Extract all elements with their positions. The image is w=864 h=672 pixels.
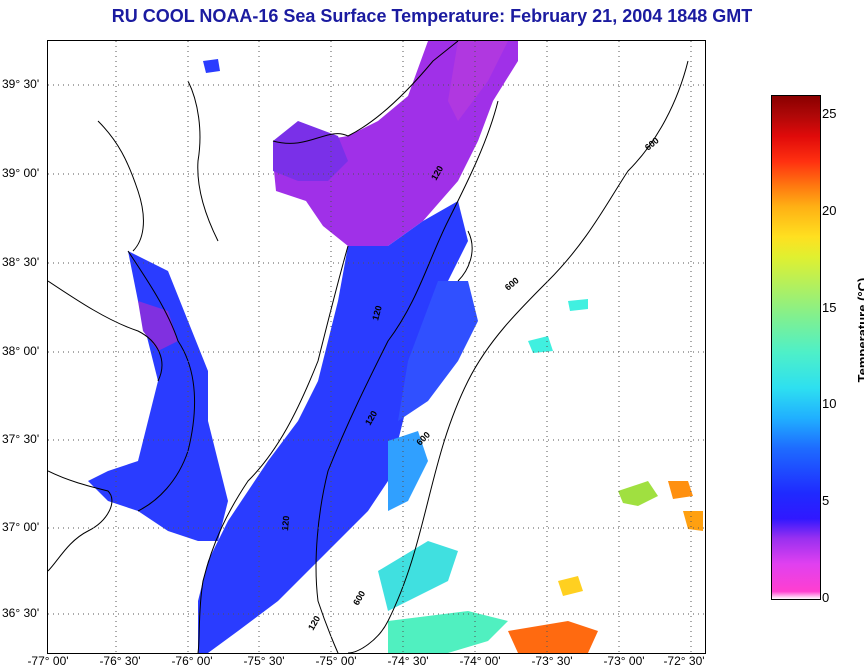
lat-label-39-00: 39° 00' bbox=[2, 166, 40, 180]
lat-label-36-30: 36° 30' bbox=[2, 606, 40, 620]
colorbar-tick-5: 5 bbox=[822, 493, 830, 508]
lon-label-75-30: -75° 30' bbox=[243, 654, 285, 668]
lon-label-77-00: -77° 00' bbox=[27, 654, 69, 668]
isobath-label-600-d: 600 bbox=[351, 589, 367, 607]
sst-field bbox=[88, 41, 703, 653]
graticule bbox=[48, 41, 705, 653]
lon-label-74-30: -74° 30' bbox=[387, 654, 429, 668]
lon-label-74-00: -74° 00' bbox=[459, 654, 501, 668]
temperature-colorbar bbox=[771, 95, 821, 600]
colorbar-label: Temperature (°C) bbox=[855, 277, 864, 383]
lon-label-72-30: -72° 30' bbox=[663, 654, 705, 668]
sst-map-svg: 120 600 600 120 600 120 120 600 120 bbox=[48, 41, 705, 653]
sst-map: 120 600 600 120 600 120 120 600 120 bbox=[47, 40, 706, 654]
lon-label-76-00: -76° 00' bbox=[171, 654, 213, 668]
lat-label-37-30: 37° 30' bbox=[2, 432, 40, 446]
lat-label-39-30: 39° 30' bbox=[2, 77, 40, 91]
lon-label-76-30: -76° 30' bbox=[99, 654, 141, 668]
colorbar-tick-0: 0 bbox=[822, 590, 830, 605]
isobath-label-600-b: 600 bbox=[503, 275, 521, 292]
map-title: RU COOL NOAA-16 Sea Surface Temperature:… bbox=[111, 6, 753, 26]
isobath-label-120-e: 120 bbox=[306, 614, 322, 632]
lon-label-73-30: -73° 30' bbox=[531, 654, 573, 668]
colorbar-tick-10: 10 bbox=[822, 396, 837, 411]
coastline bbox=[48, 41, 459, 653]
colorbar-tick-20: 20 bbox=[822, 203, 837, 218]
colorbar-tick-25: 25 bbox=[822, 106, 837, 121]
isobath-label-120-b: 120 bbox=[370, 304, 384, 321]
lat-label-38-00: 38° 00' bbox=[2, 344, 40, 358]
lat-label-38-30: 38° 30' bbox=[2, 255, 40, 269]
lon-label-73-00: -73° 00' bbox=[603, 654, 645, 668]
isobath-label-120-d: 120 bbox=[280, 515, 291, 531]
lat-label-37-00: 37° 00' bbox=[2, 520, 40, 534]
colorbar-tick-15: 15 bbox=[822, 300, 837, 315]
lon-label-75-00: -75° 00' bbox=[315, 654, 357, 668]
isobath-label-600-a: 600 bbox=[643, 135, 661, 152]
isobaths bbox=[315, 60, 689, 653]
